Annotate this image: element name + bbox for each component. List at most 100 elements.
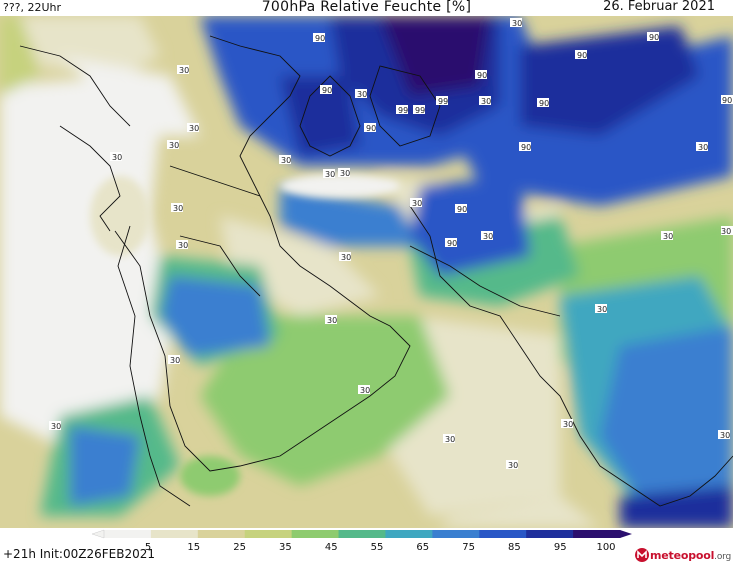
svg-text:30: 30 xyxy=(481,97,491,106)
humidity-map: 30 30 30 30 30 30 30 30 30 30 30 30 30 3… xyxy=(0,16,733,528)
svg-text:30: 30 xyxy=(483,232,493,241)
contour-labels: 30 30 30 30 30 30 30 30 30 30 30 30 30 3… xyxy=(49,18,733,470)
contour-label-30: 30 xyxy=(561,419,573,429)
svg-text:30: 30 xyxy=(720,431,730,440)
legend-swatch xyxy=(479,530,527,538)
map-header: ???, 22Uhr 700hPa Relative Feuchte [%] 2… xyxy=(0,0,733,18)
svg-text:90: 90 xyxy=(366,124,376,133)
humidity-field xyxy=(0,16,733,528)
valid-time: ???, 22Uhr xyxy=(3,1,62,14)
contour-label-30: 30 xyxy=(49,421,61,431)
svg-text:99: 99 xyxy=(438,97,448,106)
contour-label-30: 30 xyxy=(167,140,179,150)
contour-label-90: 90 xyxy=(455,204,467,214)
legend-tick-label: 15 xyxy=(187,542,200,553)
coastlines xyxy=(19,35,733,507)
svg-text:90: 90 xyxy=(315,34,325,43)
contour-label-30: 30 xyxy=(168,355,180,365)
contour-label-30: 30 xyxy=(110,152,122,162)
svg-text:30: 30 xyxy=(112,153,122,162)
humidity-detail xyxy=(90,174,400,496)
svg-text:30: 30 xyxy=(340,169,350,178)
svg-text:90: 90 xyxy=(457,205,467,214)
legend-tick-label: 5 xyxy=(145,542,151,553)
legend-tick-label: 25 xyxy=(233,542,246,553)
svg-text:30: 30 xyxy=(597,305,607,314)
contour-label-30: 30 xyxy=(696,142,708,152)
meteopool-logo[interactable]: meteopool.org xyxy=(634,546,731,564)
legend-swatch xyxy=(338,530,386,538)
legend-tick-label: 65 xyxy=(416,542,429,553)
svg-text:30: 30 xyxy=(512,19,522,28)
svg-text:30: 30 xyxy=(341,253,351,262)
legend-tick-label: 100 xyxy=(596,542,615,553)
color-legend: 5 15 25 35 45 55 65 75 85 95 100 xyxy=(91,529,632,553)
svg-text:30: 30 xyxy=(563,420,573,429)
legend-swatch xyxy=(197,530,246,538)
contour-label-90: 90 xyxy=(647,32,659,42)
contour-label-90: 90 xyxy=(313,33,325,43)
contour-label-99: 99 xyxy=(436,96,448,106)
legend-swatch xyxy=(244,530,293,538)
map-title: 700hPa Relative Feuchte [%] xyxy=(261,0,472,15)
svg-text:30: 30 xyxy=(412,199,422,208)
legend-tick-label: 75 xyxy=(462,542,475,553)
svg-text:90: 90 xyxy=(722,96,732,105)
contour-label-30: 30 xyxy=(325,315,337,325)
contour-label-30: 30 xyxy=(481,231,493,241)
legend-tick-label: 35 xyxy=(279,542,292,553)
contour-label-90: 90 xyxy=(721,95,733,105)
contour-label-30: 30 xyxy=(721,226,733,236)
contour-label-90: 90 xyxy=(575,50,587,60)
svg-text:30: 30 xyxy=(327,316,337,325)
legend-tick-label: 45 xyxy=(325,542,338,553)
legend-swatch xyxy=(573,530,621,538)
map-date: 26. Februar 2021 xyxy=(603,0,715,14)
contour-label-90: 90 xyxy=(519,142,531,152)
contour-label-30: 30 xyxy=(176,240,188,250)
contour-label-30: 30 xyxy=(661,231,673,241)
legend-swatch xyxy=(385,530,433,538)
svg-text:30: 30 xyxy=(173,204,183,213)
legend-swatch xyxy=(291,530,340,538)
svg-text:30: 30 xyxy=(179,66,189,75)
contour-label-30: 30 xyxy=(177,65,189,75)
svg-text:30: 30 xyxy=(445,435,455,444)
legend-bar xyxy=(91,529,632,539)
contour-label-90: 90 xyxy=(445,238,457,248)
svg-text:30: 30 xyxy=(698,143,708,152)
legend-swatch xyxy=(150,530,199,538)
svg-text:30: 30 xyxy=(170,356,180,365)
legend-ticks: 5 15 25 35 45 55 65 75 85 95 100 xyxy=(145,542,616,553)
run-info: +21h Init:00Z26FEB2021 xyxy=(3,547,155,561)
legend-swatch xyxy=(104,530,152,538)
contour-label-30: 30 xyxy=(410,198,422,208)
legend-swatch xyxy=(526,530,574,538)
contour-label-30: 30 xyxy=(171,203,183,213)
svg-text:30: 30 xyxy=(360,386,370,395)
contour-label-30: 30 xyxy=(339,252,351,262)
contour-label-30: 30 xyxy=(323,169,335,179)
svg-text:30: 30 xyxy=(51,422,61,431)
contour-label-30: 30 xyxy=(479,96,491,106)
contour-label-99: 99 xyxy=(413,105,425,115)
contour-label-90: 90 xyxy=(364,123,376,133)
svg-text:30: 30 xyxy=(281,156,291,165)
svg-text:30: 30 xyxy=(178,241,188,250)
svg-text:30: 30 xyxy=(169,141,179,150)
legend-tick-label: 95 xyxy=(554,542,567,553)
legend-tick-label: 85 xyxy=(508,542,521,553)
contour-label-30: 30 xyxy=(506,460,518,470)
contour-label-30: 30 xyxy=(355,89,367,99)
contour-label-99: 99 xyxy=(396,105,408,115)
svg-text:99: 99 xyxy=(398,106,408,115)
contour-label-30: 30 xyxy=(358,385,370,395)
logo-icon xyxy=(635,548,649,562)
contour-label-30: 30 xyxy=(338,168,350,178)
contour-label-30: 30 xyxy=(443,434,455,444)
svg-text:30: 30 xyxy=(663,232,673,241)
svg-text:90: 90 xyxy=(577,51,587,60)
logo-text: meteopool.org xyxy=(650,548,731,562)
svg-text:30: 30 xyxy=(357,90,367,99)
contour-label-30: 30 xyxy=(718,430,730,440)
